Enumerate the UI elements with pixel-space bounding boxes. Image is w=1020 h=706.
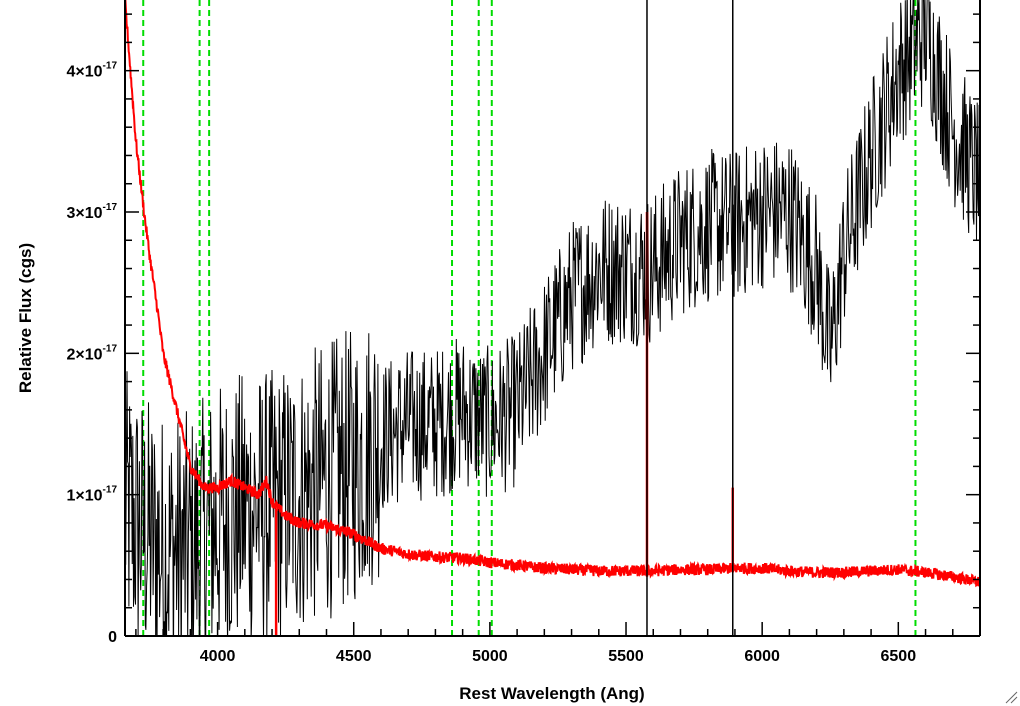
x-tick-label: 4000 — [200, 648, 236, 665]
x-tick-label: 4500 — [336, 648, 372, 665]
spike-layer — [274, 0, 735, 636]
spectrum-line — [125, 0, 980, 636]
x-axis-title: Rest Wavelength (Ang) — [459, 684, 644, 703]
y-axis-ticks: 0 1×10-17 2×10-17 3×10-17 4×10-17 — [67, 13, 980, 646]
y-tick-label: 0 — [108, 629, 117, 646]
x-tick-label: 5000 — [472, 648, 508, 665]
x-tick-label: 6500 — [881, 648, 917, 665]
x-tick-label: 6000 — [744, 648, 780, 665]
x-tick-label: 5500 — [608, 648, 644, 665]
x-axis-ticks: 4000 4500 5000 5500 6000 6500 — [135, 622, 981, 665]
y-tick-label: 3×10-17 — [67, 202, 118, 222]
y-tick-label: 2×10-17 — [67, 343, 118, 363]
axes — [124, 0, 981, 637]
resize-grip-icon[interactable] — [1002, 688, 1018, 704]
model-line — [125, 0, 980, 588]
y-tick-label: 4×10-17 — [67, 61, 118, 81]
y-tick-label: 1×10-17 — [67, 485, 118, 505]
series-layer — [125, 0, 980, 636]
y-axis-title: Relative Flux (cgs) — [16, 243, 35, 393]
